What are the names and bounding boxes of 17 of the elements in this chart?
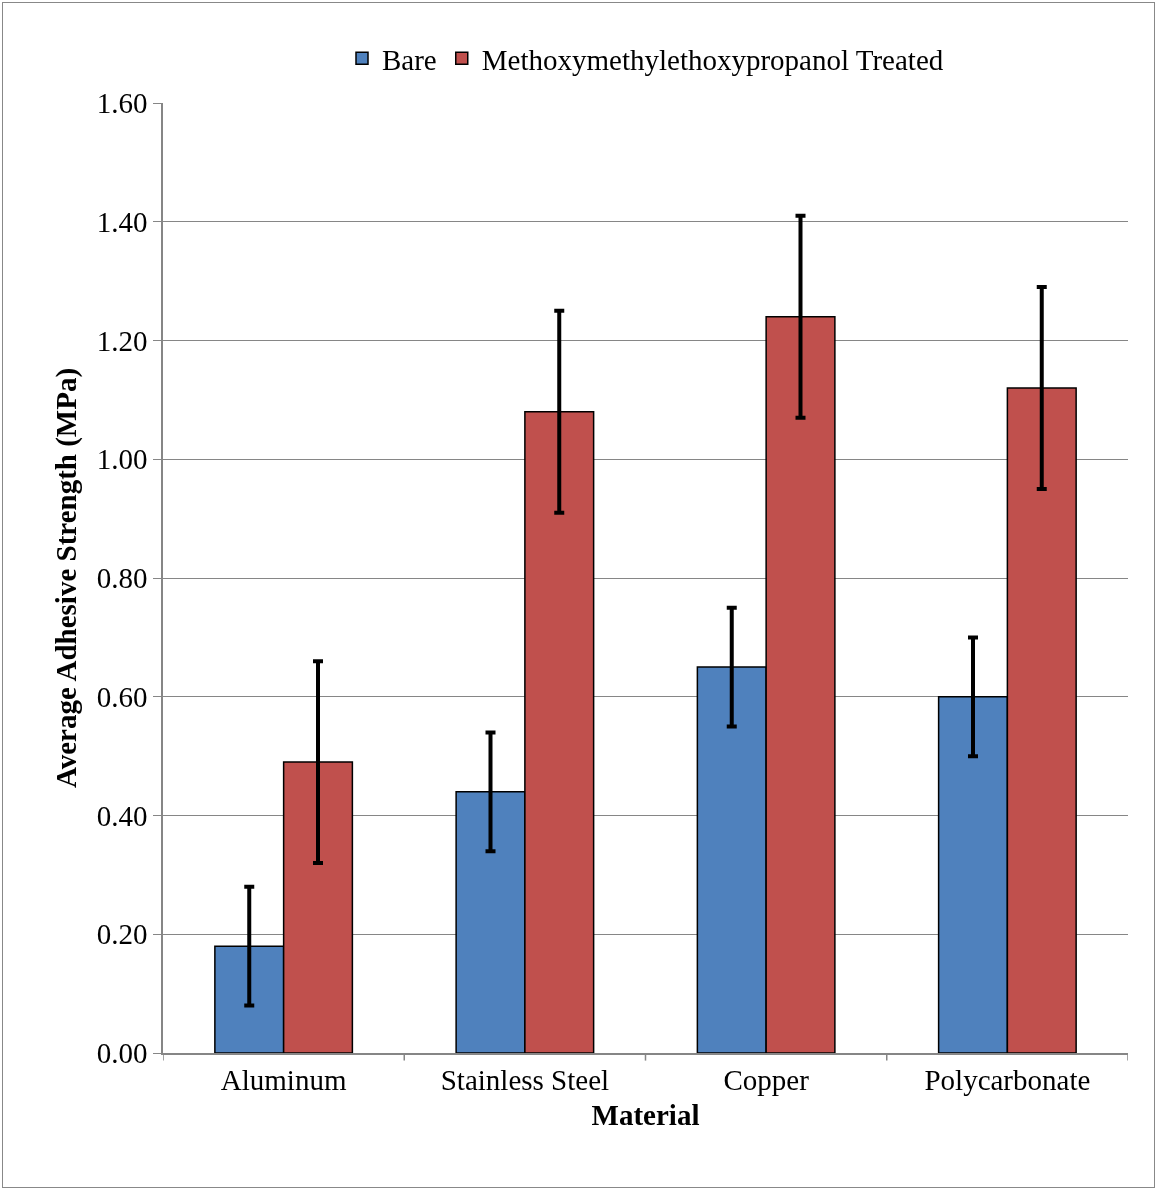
legend-label: Bare — [382, 43, 437, 76]
y-axis-title: Average Adhesive Strength (MPa) — [49, 367, 83, 789]
y-tick-label: 1.60 — [96, 87, 148, 120]
x-axis-title: Material — [591, 1098, 700, 1131]
y-tick-label: 0.80 — [96, 562, 148, 595]
y-tick-label: 1.40 — [96, 205, 148, 238]
y-tick-label: 1.00 — [96, 443, 148, 476]
x-tick-label: Aluminum — [220, 1063, 347, 1096]
y-tick-label: 1.20 — [96, 324, 148, 357]
x-tick-label: Polycarbonate — [924, 1063, 1091, 1096]
x-tick-label: Copper — [723, 1063, 810, 1096]
y-tick-label: 0.40 — [96, 799, 148, 832]
y-tick-label: 0.20 — [96, 918, 148, 951]
y-tick-label: 0.60 — [96, 680, 148, 713]
legend-label: Methoxymethylethoxypropanol Treated — [481, 43, 944, 76]
y-tick-label: 0.00 — [96, 1037, 148, 1070]
x-tick-label: Stainless Steel — [440, 1063, 610, 1096]
